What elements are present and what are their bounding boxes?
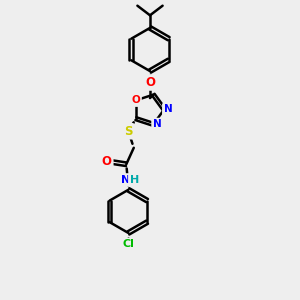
Text: N: N xyxy=(121,175,130,185)
Text: O: O xyxy=(102,155,112,168)
Text: O: O xyxy=(145,76,155,89)
Text: S: S xyxy=(124,125,133,138)
Text: O: O xyxy=(131,95,140,105)
Text: N: N xyxy=(164,104,172,115)
Text: N: N xyxy=(153,119,162,129)
Text: H: H xyxy=(130,175,139,185)
Text: Cl: Cl xyxy=(122,239,134,249)
